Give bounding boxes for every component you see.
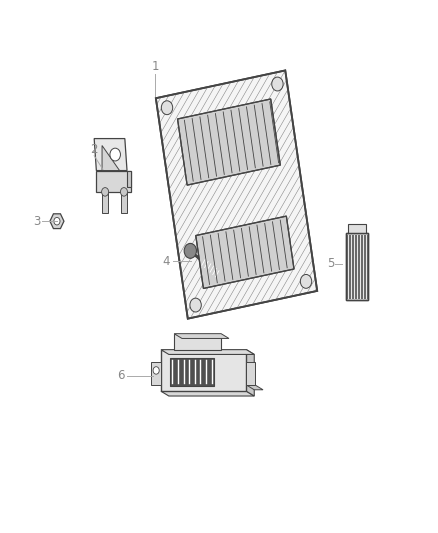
Polygon shape (50, 214, 64, 229)
Bar (152, 362, 161, 385)
Bar (102, 192, 108, 213)
Text: 3: 3 (34, 215, 41, 228)
Circle shape (272, 77, 283, 91)
Bar (346, 233, 368, 300)
Text: 1: 1 (152, 60, 159, 73)
Polygon shape (156, 70, 317, 319)
Bar (348, 224, 366, 233)
Polygon shape (127, 171, 131, 187)
Bar (346, 233, 368, 300)
Polygon shape (177, 99, 280, 185)
Polygon shape (161, 350, 254, 354)
Bar (121, 192, 127, 213)
Text: 2: 2 (90, 143, 98, 156)
Bar (174, 334, 221, 350)
Polygon shape (174, 334, 229, 338)
Polygon shape (96, 171, 131, 192)
Circle shape (161, 101, 173, 115)
Bar (170, 358, 214, 386)
Polygon shape (196, 216, 294, 288)
Bar (246, 362, 255, 385)
Polygon shape (94, 139, 127, 171)
Circle shape (184, 244, 197, 259)
Circle shape (54, 217, 60, 225)
Bar (161, 350, 246, 391)
Circle shape (110, 148, 120, 161)
Polygon shape (102, 146, 120, 171)
Polygon shape (246, 385, 263, 390)
Circle shape (120, 188, 127, 196)
Polygon shape (161, 391, 254, 396)
Text: 4: 4 (162, 255, 170, 268)
Text: 6: 6 (117, 369, 124, 382)
Polygon shape (246, 350, 254, 396)
Text: 5: 5 (327, 257, 334, 270)
Circle shape (300, 274, 312, 288)
Circle shape (102, 188, 109, 196)
Circle shape (190, 298, 201, 312)
Circle shape (153, 367, 159, 374)
